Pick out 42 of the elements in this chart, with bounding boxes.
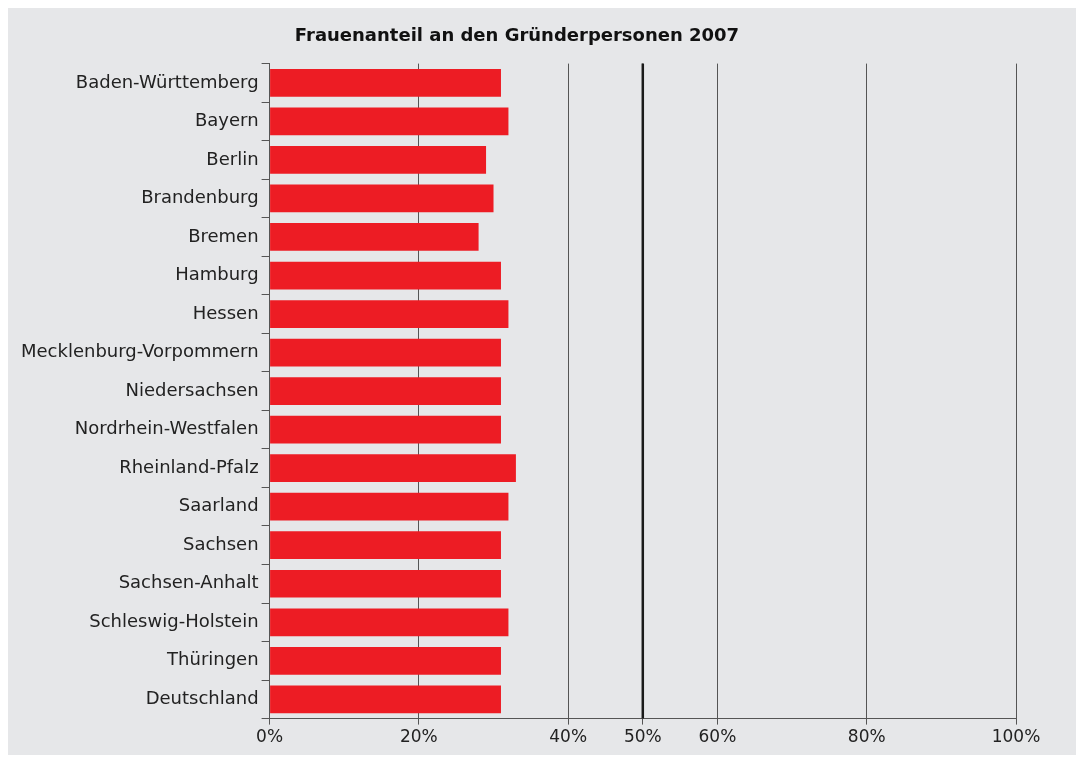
- bar: [270, 377, 501, 405]
- chart-title: Frauenanteil an den Gründerpersonen 2007: [294, 24, 740, 46]
- y-tick-label: Schleswig-Holstein: [89, 609, 259, 631]
- bar: [270, 223, 479, 251]
- bar: [270, 415, 501, 444]
- y-tick-label: Saarland: [178, 494, 259, 516]
- y-tick-label: Sachsen: [182, 532, 259, 554]
- x-tick-label: 20%: [399, 726, 438, 747]
- y-tick-label: Baden-Württemberg: [75, 70, 259, 92]
- y-tick-label: Nordrhein-Westfalen: [74, 417, 259, 439]
- bar: [270, 338, 501, 367]
- x-tick-label: 80%: [847, 726, 886, 747]
- y-tick-label: Bremen: [188, 224, 259, 246]
- bar: [270, 68, 501, 97]
- x-tick-label: 100%: [991, 726, 1041, 747]
- bar: [270, 608, 509, 637]
- x-tick-label: 0%: [256, 726, 284, 747]
- bar: [270, 146, 487, 174]
- y-tick-label: Deutschland: [145, 687, 259, 709]
- y-tick-label: Sachsen-Anhalt: [118, 571, 259, 593]
- bar: [270, 261, 501, 290]
- y-tick-label: Niedersachsen: [125, 378, 259, 400]
- bar: [270, 454, 516, 483]
- bar: [270, 107, 509, 136]
- bar: [270, 300, 509, 328]
- bar: [270, 184, 494, 213]
- bar: [270, 569, 501, 598]
- x-tick-label: 40%: [549, 726, 588, 747]
- x-tick-label: 50%: [623, 726, 662, 747]
- y-tick-label: Berlin: [206, 147, 259, 169]
- y-tick-label: Bayern: [194, 109, 259, 131]
- x-tick-label: 60%: [698, 726, 737, 747]
- bar: [270, 685, 501, 714]
- y-tick-label: Brandenburg: [141, 186, 259, 208]
- y-tick-label: Mecklenburg-Vorpommern: [20, 340, 259, 362]
- y-tick-label: Hessen: [192, 301, 259, 323]
- y-tick-label: Hamburg: [175, 263, 259, 285]
- bar: [270, 531, 501, 560]
- y-tick-label: Thüringen: [166, 648, 259, 670]
- y-tick-label: Rheinland-Pfalz: [119, 455, 259, 477]
- bar: [270, 646, 501, 675]
- bar: [270, 492, 509, 521]
